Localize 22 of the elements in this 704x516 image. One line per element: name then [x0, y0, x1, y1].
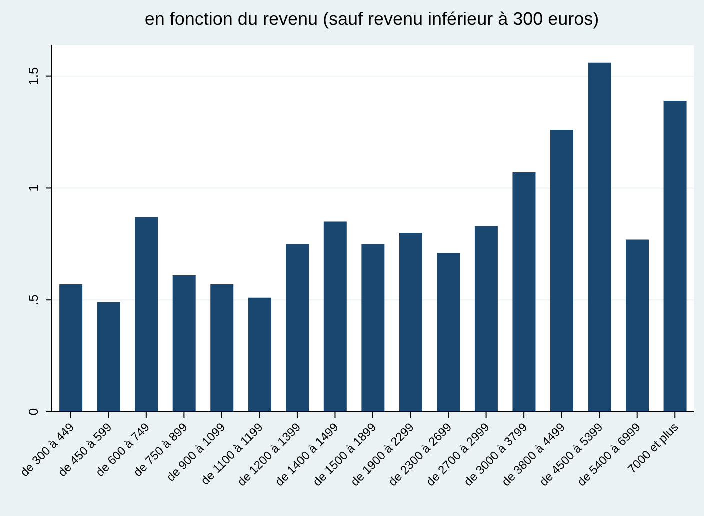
bar [135, 217, 158, 412]
bar [210, 284, 234, 412]
y-tick-label: .5 [26, 294, 41, 306]
bar [286, 244, 310, 412]
y-tick-label: 1.5 [26, 67, 41, 86]
bar [362, 244, 385, 412]
y-tick-label: 0 [26, 408, 41, 416]
bar [172, 275, 196, 412]
bar [248, 298, 272, 412]
bar [474, 226, 498, 412]
bar [60, 284, 83, 412]
bar [664, 100, 687, 412]
bar [588, 62, 612, 412]
bar [399, 232, 422, 412]
bar [512, 172, 536, 412]
bar [626, 240, 650, 412]
chart-title: en fonction du revenu (sauf revenu inférieur à 300 euros) [144, 8, 600, 31]
bar [550, 130, 574, 412]
bar [437, 253, 460, 412]
bar [97, 302, 120, 412]
y-tick-label: 1 [26, 184, 41, 192]
bar [324, 222, 347, 412]
